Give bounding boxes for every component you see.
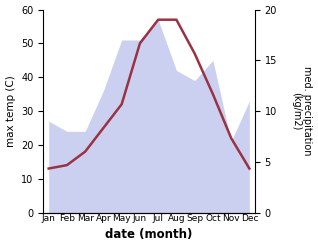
X-axis label: date (month): date (month) — [105, 228, 193, 242]
Y-axis label: max temp (C): max temp (C) — [5, 75, 16, 147]
Y-axis label: med. precipitation
(kg/m2): med. precipitation (kg/m2) — [291, 66, 313, 156]
